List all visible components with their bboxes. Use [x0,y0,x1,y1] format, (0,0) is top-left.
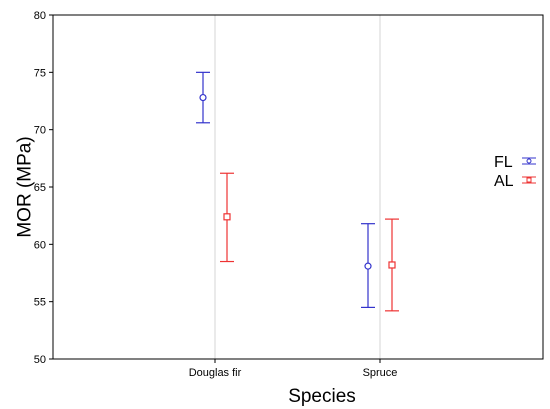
legend: FL AL [494,154,536,190]
mean-marker-square [388,261,396,269]
y-tick-label: 55 [34,297,46,309]
plot-frame [52,14,544,360]
x-tick-label: Spruce [363,367,398,379]
legend-symbol-square [526,177,532,183]
legend-item-al: AL [494,173,536,190]
data-layer [196,71,399,312]
tick-layer: 50 55 60 65 70 75 80 Douglas fir Spruce [34,10,398,379]
mean-marker-circle [199,93,207,102]
mean-marker-square [223,213,231,221]
legend-label: AL [494,173,514,190]
errorbar-al-0 [220,172,234,263]
y-tick-label: 65 [34,182,46,194]
grid-layer [214,15,381,359]
y-tick-label: 80 [34,10,46,22]
x-tick-label: Douglas fir [189,367,242,379]
legend-item-fl: FL [494,154,536,171]
y-tick-label: 60 [34,239,46,251]
errorbar-al-1 [385,218,399,312]
errorbar-fl-0 [196,71,210,124]
mean-marker-circle [364,262,372,270]
y-tick-label: 75 [34,67,46,79]
legend-label: FL [494,154,513,171]
y-axis-title: MOR (MPa) [15,136,36,237]
y-tick-label: 70 [34,125,46,137]
legend-symbol-circle [526,158,532,164]
x-axis-title: Species [288,386,356,407]
y-tick-label: 50 [34,354,46,366]
errorbar-fl-1 [361,223,375,308]
